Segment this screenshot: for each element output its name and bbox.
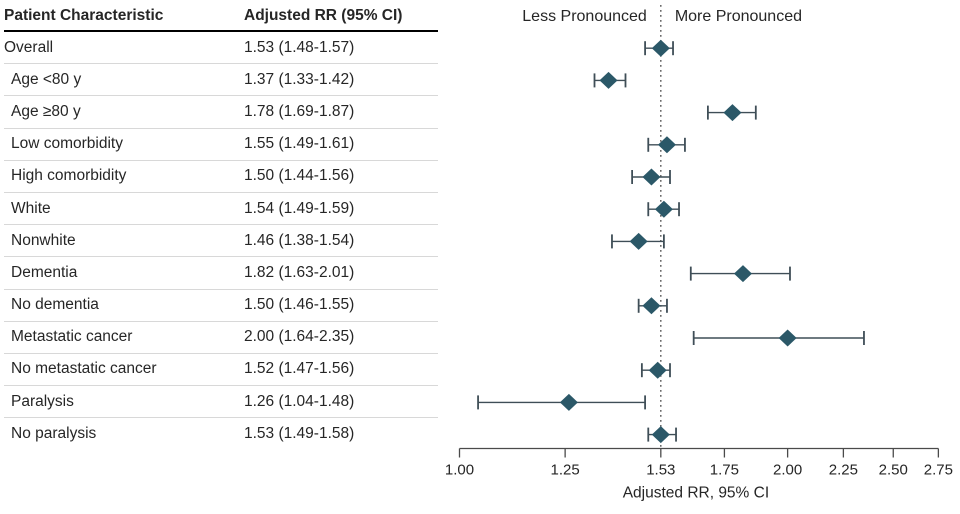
x-tick-label: 2.25 bbox=[829, 462, 858, 479]
table-row: No metastatic cancer 1.52 (1.47-1.56) bbox=[4, 354, 438, 387]
table-row: High comorbidity 1.50 (1.44-1.56) bbox=[4, 161, 438, 193]
col-header-characteristic: Patient Characteristic bbox=[4, 7, 164, 24]
row-rr-ci: 1.78 (1.69-1.87) bbox=[244, 102, 355, 120]
col-header-rr-ci: Adjusted RR (95% CI) bbox=[244, 7, 403, 24]
table-row: No paralysis 1.53 (1.49-1.58) bbox=[4, 418, 438, 449]
table-row: Nonwhite 1.46 (1.38-1.54) bbox=[4, 225, 438, 258]
estimate-diamond bbox=[651, 426, 670, 444]
row-label: No dementia bbox=[11, 296, 99, 314]
row-label: Metastatic cancer bbox=[11, 328, 133, 346]
table-row: Overall 1.53 (1.48-1.57) bbox=[4, 32, 438, 65]
table-header-row: Patient Characteristic Adjusted RR (95% … bbox=[4, 2, 438, 32]
x-tick-label: 1.25 bbox=[551, 462, 580, 479]
table-body: Overall 1.53 (1.48-1.57) Age <80 y 1.37 (1.… bbox=[4, 32, 438, 449]
table-row: White 1.54 (1.49-1.59) bbox=[4, 193, 438, 226]
region-label-more-pronounced: More Pronounced bbox=[675, 8, 802, 25]
row-rr-ci: 1.53 (1.49-1.58) bbox=[244, 424, 355, 442]
estimate-diamond bbox=[723, 104, 742, 122]
row-label: Low comorbidity bbox=[11, 135, 123, 153]
row-rr-ci: 1.26 (1.04-1.48) bbox=[244, 392, 355, 410]
estimate-diamond bbox=[599, 71, 618, 89]
row-label: Age ≥80 y bbox=[11, 102, 81, 120]
estimate-diamond bbox=[629, 232, 648, 250]
estimate-diamond bbox=[733, 265, 752, 283]
forest-plot-canvas: Less Pronounced More Pronounced 1.00 1.25 1.… bbox=[445, 5, 953, 502]
estimate-diamond bbox=[642, 168, 661, 186]
table-row: No dementia 1.50 (1.46-1.55) bbox=[4, 290, 438, 322]
x-tick-label: 2.50 bbox=[879, 462, 908, 479]
x-tick-label: 2.00 bbox=[773, 462, 802, 479]
x-tick-label: 1.53 bbox=[646, 462, 675, 479]
region-label-less-pronounced: Less Pronounced bbox=[522, 8, 647, 25]
row-rr-ci: 1.82 (1.63-2.01) bbox=[244, 263, 355, 281]
row-label: White bbox=[11, 199, 51, 217]
table-row: Dementia 1.82 (1.63-2.01) bbox=[4, 257, 438, 290]
row-rr-ci: 1.50 (1.46-1.55) bbox=[244, 296, 355, 314]
row-label: Paralysis bbox=[11, 392, 74, 410]
row-rr-ci: 2.00 (1.64-2.35) bbox=[244, 328, 355, 346]
row-rr-ci: 1.55 (1.49-1.61) bbox=[244, 135, 355, 153]
estimate-diamond bbox=[657, 136, 676, 154]
table-row: Age <80 y 1.37 (1.33-1.42) bbox=[4, 64, 438, 97]
row-label: No paralysis bbox=[11, 424, 97, 442]
x-tick-label: 1.00 bbox=[445, 462, 474, 479]
row-label: Overall bbox=[4, 38, 54, 56]
subgroup-table: Patient Characteristic Adjusted RR (95% … bbox=[4, 2, 438, 449]
row-rr-ci: 1.54 (1.49-1.59) bbox=[244, 199, 355, 217]
row-rr-ci: 1.52 (1.47-1.56) bbox=[244, 360, 355, 378]
estimate-diamond bbox=[642, 297, 661, 315]
table-row: Age ≥80 y 1.78 (1.69-1.87) bbox=[4, 96, 438, 129]
row-label: Nonwhite bbox=[11, 231, 76, 249]
row-rr-ci: 1.37 (1.33-1.42) bbox=[244, 70, 355, 88]
row-rr-ci: 1.53 (1.48-1.57) bbox=[244, 38, 355, 56]
estimate-diamond bbox=[651, 39, 670, 57]
estimate-diamond bbox=[648, 361, 667, 379]
row-rr-ci: 1.46 (1.38-1.54) bbox=[244, 231, 355, 249]
row-label: Age <80 y bbox=[11, 70, 82, 88]
x-tick-label: 2.75 bbox=[924, 462, 953, 479]
row-label: Dementia bbox=[11, 263, 78, 281]
x-tick-label: 1.75 bbox=[710, 462, 739, 479]
x-axis-title: Adjusted RR, 95% CI bbox=[623, 485, 769, 502]
row-rr-ci: 1.50 (1.44-1.56) bbox=[244, 167, 355, 185]
table-row: Low comorbidity 1.55 (1.49-1.61) bbox=[4, 129, 438, 161]
table-row: Metastatic cancer 2.00 (1.64-2.35) bbox=[4, 322, 438, 354]
table-row: Paralysis 1.26 (1.04-1.48) bbox=[4, 386, 438, 419]
estimate-diamond bbox=[778, 329, 797, 347]
estimate-diamond bbox=[654, 200, 673, 218]
row-label: High comorbidity bbox=[11, 167, 127, 185]
row-label: No metastatic cancer bbox=[11, 360, 157, 378]
estimate-diamond bbox=[559, 393, 578, 411]
